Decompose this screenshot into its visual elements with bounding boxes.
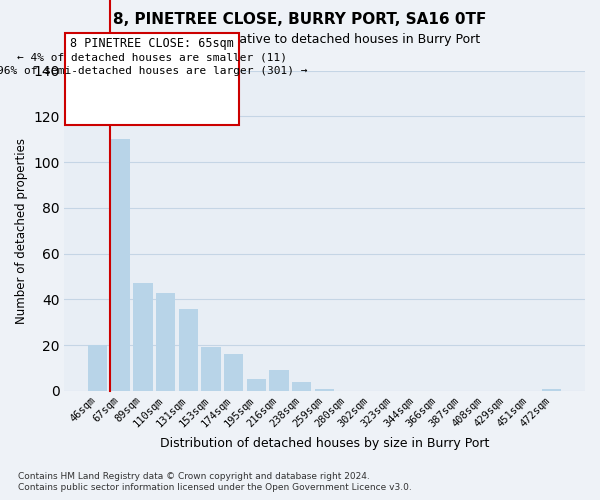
Bar <box>133 284 152 391</box>
Text: 8, PINETREE CLOSE, BURRY PORT, SA16 0TF: 8, PINETREE CLOSE, BURRY PORT, SA16 0TF <box>113 12 487 28</box>
Text: 8 PINETREE CLOSE: 65sqm: 8 PINETREE CLOSE: 65sqm <box>70 37 234 50</box>
Y-axis label: Number of detached properties: Number of detached properties <box>15 138 28 324</box>
Bar <box>156 292 175 391</box>
Bar <box>292 382 311 391</box>
Bar <box>88 345 107 391</box>
Bar <box>224 354 244 391</box>
Bar <box>110 139 130 391</box>
X-axis label: Distribution of detached houses by size in Burry Port: Distribution of detached houses by size … <box>160 437 489 450</box>
Text: Contains public sector information licensed under the Open Government Licence v3: Contains public sector information licen… <box>18 484 412 492</box>
Bar <box>269 370 289 391</box>
Bar <box>315 388 334 391</box>
Text: Contains HM Land Registry data © Crown copyright and database right 2024.: Contains HM Land Registry data © Crown c… <box>18 472 370 481</box>
Bar <box>542 388 562 391</box>
Text: Size of property relative to detached houses in Burry Port: Size of property relative to detached ho… <box>120 32 480 46</box>
Bar <box>179 308 198 391</box>
Text: ← 4% of detached houses are smaller (11): ← 4% of detached houses are smaller (11) <box>17 52 287 62</box>
Bar <box>202 348 221 391</box>
Text: 96% of semi-detached houses are larger (301) →: 96% of semi-detached houses are larger (… <box>0 66 307 76</box>
Bar <box>247 380 266 391</box>
